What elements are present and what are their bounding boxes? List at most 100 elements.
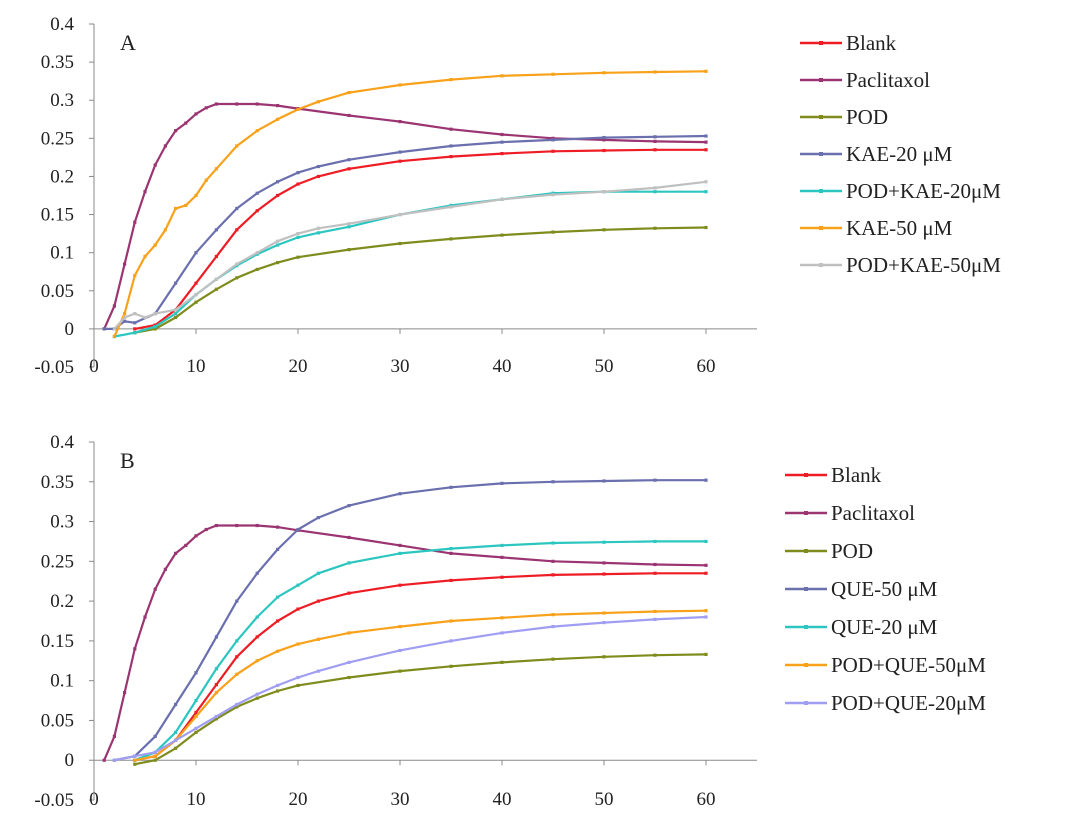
data-point [347, 113, 351, 118]
series-line [113, 180, 708, 330]
legend-label: Blank [831, 463, 882, 487]
x-tick-label: 40 [493, 356, 512, 377]
data-point [174, 308, 178, 312]
data-point [347, 158, 351, 162]
data-point [449, 237, 453, 241]
data-point [194, 726, 198, 730]
legend-label: KAE-50 μM [846, 216, 953, 240]
data-point [174, 206, 178, 211]
data-point [184, 121, 188, 125]
data-point [235, 144, 239, 148]
series-line [133, 572, 708, 762]
data-point [235, 672, 239, 676]
data-point [235, 705, 239, 709]
data-point [204, 527, 208, 532]
legend-marker [804, 587, 808, 591]
data-point [123, 315, 127, 320]
legend-label: POD+QUE-20μM [831, 691, 986, 715]
data-point [398, 119, 402, 124]
data-point [296, 107, 300, 111]
x-tick-label: 50 [595, 789, 614, 810]
data-point [500, 631, 504, 635]
data-point [123, 691, 127, 695]
data-point [133, 273, 137, 278]
data-point [704, 225, 708, 230]
data-point [347, 591, 351, 595]
data-point [296, 527, 300, 532]
y-tick-label: 0.1 [50, 671, 74, 692]
data-point [347, 535, 351, 540]
legend-marker [819, 41, 823, 45]
data-point [194, 112, 198, 116]
data-point [704, 571, 708, 575]
data-point [235, 102, 239, 106]
data-point [204, 106, 208, 110]
data-point [276, 103, 280, 108]
data-point [153, 754, 157, 758]
data-point [602, 561, 606, 565]
x-tick-label: 20 [289, 356, 308, 377]
data-point [235, 206, 239, 211]
legend-marker [819, 115, 823, 119]
data-point [276, 547, 280, 551]
data-point [153, 243, 157, 247]
series-line [133, 653, 708, 766]
data-point [123, 262, 127, 266]
data-point [102, 758, 106, 762]
y-tick-label: 0.35 [41, 472, 74, 493]
y-tick-label: 0.25 [41, 128, 74, 149]
data-point [347, 561, 351, 565]
data-point [449, 155, 453, 159]
data-point [153, 587, 157, 591]
data-point [449, 144, 453, 148]
data-point [500, 543, 504, 548]
y-tick-label: 0.4 [50, 14, 74, 35]
legend-marker [819, 78, 823, 82]
legend-label: QUE-50 μM [831, 577, 938, 601]
legend-label: POD+QUE-50μM [831, 653, 986, 677]
data-point [500, 74, 504, 78]
data-point [704, 190, 708, 194]
data-point [551, 613, 555, 617]
x-tick-label: 10 [187, 789, 206, 810]
data-point [653, 609, 657, 614]
data-point [500, 132, 504, 137]
data-point [235, 639, 239, 643]
data-point [653, 539, 657, 544]
data-point [449, 578, 453, 583]
series-line [103, 134, 708, 330]
data-point [296, 255, 300, 259]
data-point [398, 543, 402, 548]
data-point [214, 167, 218, 171]
data-point [194, 281, 198, 285]
data-point [153, 163, 157, 167]
data-point [153, 750, 157, 754]
data-point [296, 642, 300, 646]
data-point [551, 149, 555, 153]
data-point [653, 226, 657, 230]
data-point [316, 164, 320, 169]
data-point [653, 571, 657, 575]
y-tick-label: 0.4 [50, 432, 74, 453]
data-point [153, 325, 157, 329]
data-point [214, 287, 218, 291]
data-point [653, 478, 657, 482]
data-point [235, 523, 239, 528]
legend-label: Paclitaxol [846, 68, 930, 92]
x-tick-label: 30 [391, 356, 410, 377]
y-tick-label: 0 [65, 750, 75, 771]
data-point [214, 667, 218, 671]
data-point [276, 683, 280, 688]
data-point [602, 620, 606, 625]
data-point [174, 281, 178, 285]
data-point [276, 180, 280, 184]
legend-marker [804, 549, 808, 553]
x-tick-label: 30 [391, 789, 410, 810]
data-point [255, 571, 259, 575]
series-line [133, 609, 708, 762]
data-point [347, 248, 351, 252]
data-point [602, 479, 606, 483]
data-point [602, 190, 606, 194]
data-point [276, 243, 280, 247]
